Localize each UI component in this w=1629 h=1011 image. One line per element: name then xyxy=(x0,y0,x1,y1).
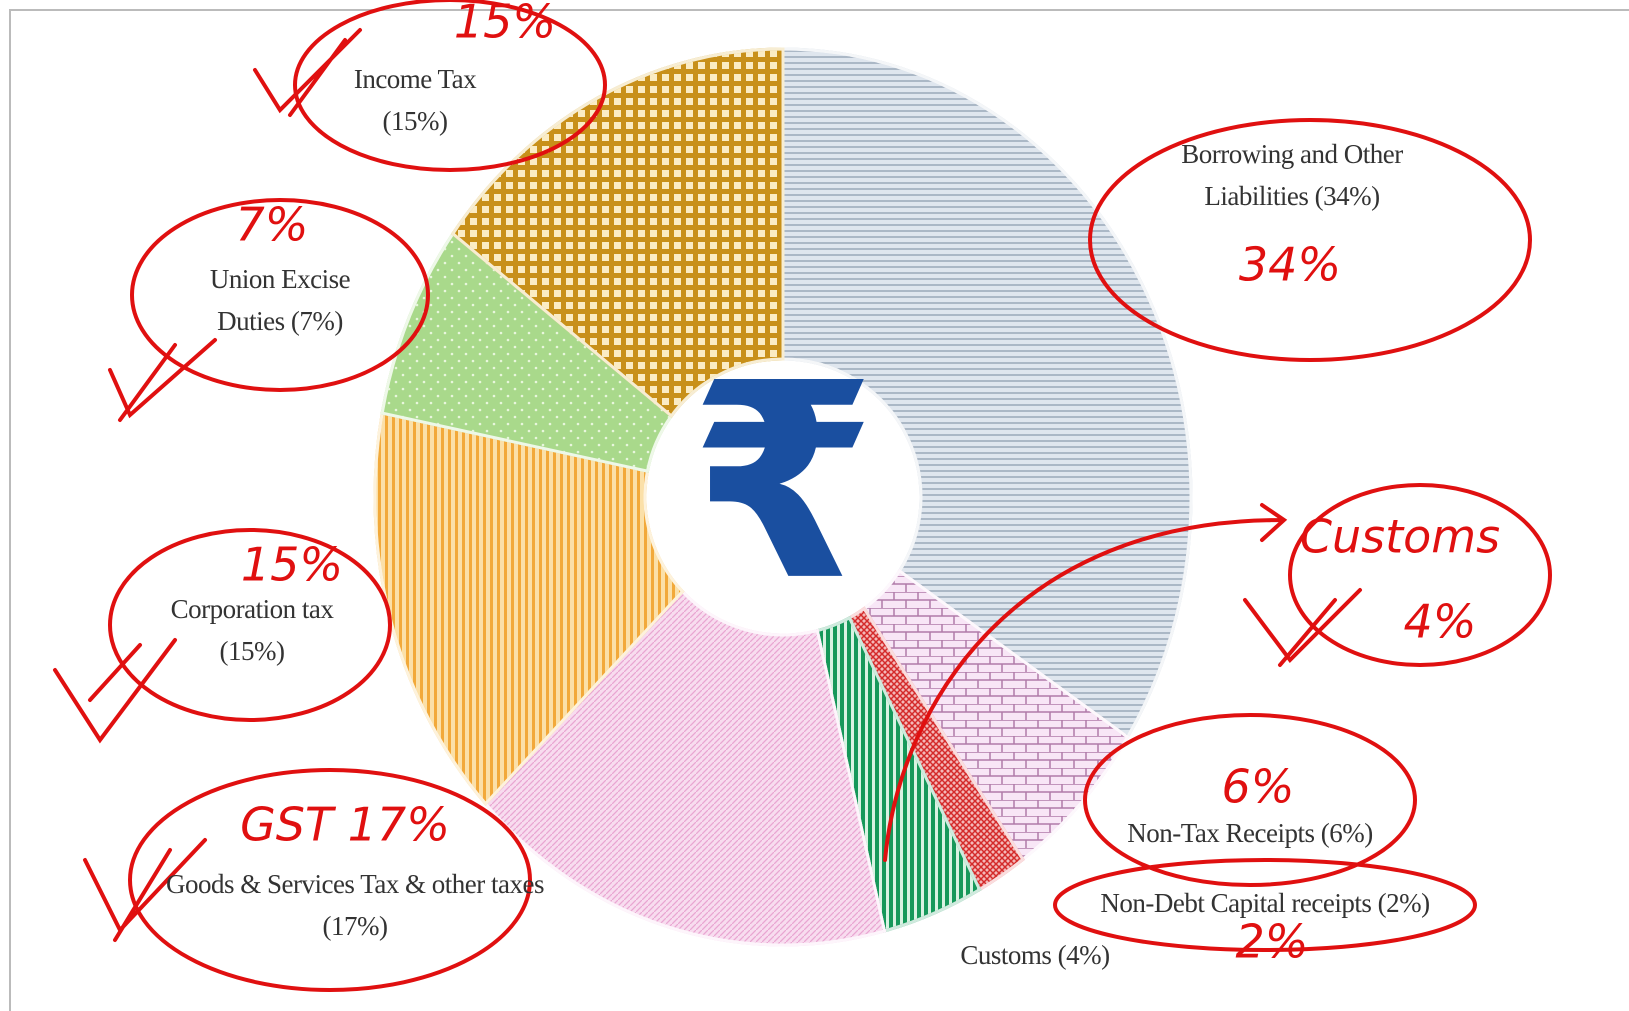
slice-gap xyxy=(815,615,982,933)
category-name: Union Excise Duties xyxy=(209,264,351,336)
check xyxy=(108,338,217,422)
slice-label: Non-Debt Capital receipts (2%) xyxy=(1045,882,1485,924)
circle xyxy=(108,528,392,722)
circle xyxy=(128,768,532,992)
value-label: (34%) xyxy=(1314,181,1380,211)
slice-label: Goods & Services Tax & other taxes (17%) xyxy=(165,863,545,947)
handwritten-note: Customs xyxy=(1300,510,1500,564)
circle xyxy=(1088,118,1532,362)
value-label: (7%) xyxy=(290,306,343,336)
slice-gap xyxy=(373,411,685,806)
category-name: Non-Tax Receipts xyxy=(1127,818,1315,848)
category-name: Customs xyxy=(960,940,1052,970)
category-name: Borrowing and Other Liabilities xyxy=(1181,139,1403,211)
slice-gap xyxy=(781,47,1193,740)
frame xyxy=(9,9,1629,1011)
value-label: (15%) xyxy=(382,106,448,136)
check xyxy=(83,838,207,942)
category-name: Non-Debt Capital receipts xyxy=(1100,888,1372,918)
circle xyxy=(293,0,607,172)
handwritten-note: 34% xyxy=(1239,238,1341,292)
category-name: Income Tax xyxy=(353,64,477,94)
slice-label: Income Tax (15%) xyxy=(325,58,505,142)
circle xyxy=(1288,483,1552,667)
circle xyxy=(130,198,430,392)
check xyxy=(1243,588,1362,667)
category-name: Corporation tax xyxy=(170,594,334,624)
slice-label: Union Excise Duties (7%) xyxy=(180,258,380,342)
handwritten-note: 6% xyxy=(1222,760,1295,814)
handwritten-marks xyxy=(53,0,1552,992)
handwritten-note: 15% xyxy=(454,0,556,49)
handwritten-note: GST 17% xyxy=(240,798,450,852)
handwritten-note: 2% xyxy=(1236,915,1309,969)
slice-label: Borrowing and Other Liabilities (34%) xyxy=(1142,133,1442,217)
value-label: (15%) xyxy=(219,636,285,666)
category-name: Goods & Services Tax & other taxes xyxy=(165,869,545,899)
slice-gap xyxy=(862,568,1130,862)
handwritten-note: 4% xyxy=(1404,595,1477,649)
slice-label: Non-Tax Receipts (6%) xyxy=(1090,812,1410,854)
handwritten-note: 15% xyxy=(241,538,343,592)
value-label: (17%) xyxy=(322,911,388,941)
slices: ₹ xyxy=(373,47,1193,947)
circle xyxy=(1053,858,1477,952)
check xyxy=(53,638,177,744)
arrow xyxy=(883,503,1288,862)
slice-gap xyxy=(483,589,887,947)
value-label: (4%) xyxy=(1057,940,1110,970)
check xyxy=(253,28,362,117)
slice-label: Customs (4%) xyxy=(925,934,1145,976)
circle xyxy=(1083,713,1417,887)
value-label: (2%) xyxy=(1377,888,1430,918)
center-symbol: ₹ xyxy=(689,325,877,640)
value-label: (6%) xyxy=(1320,818,1373,848)
handwritten-note: 7% xyxy=(236,198,309,252)
slice-gap xyxy=(380,231,674,473)
center-hole xyxy=(651,365,915,629)
slice-label: Corporation tax (15%) xyxy=(137,588,367,672)
